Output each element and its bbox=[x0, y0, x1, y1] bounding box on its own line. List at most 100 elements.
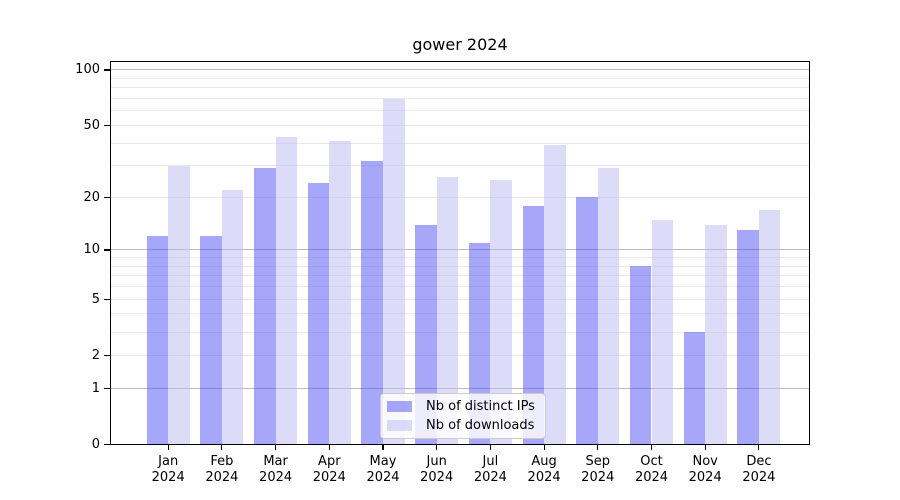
y-tick-mark bbox=[103, 298, 110, 300]
x-tick-year: 2024 bbox=[473, 470, 507, 485]
bar-jul-downloads bbox=[490, 180, 512, 445]
bar-aug-distinct-ips bbox=[522, 205, 545, 445]
x-tick-year: 2024 bbox=[151, 470, 185, 485]
x-tick-label: Nov 2024 bbox=[675, 454, 735, 487]
bar-oct-downloads bbox=[651, 219, 674, 445]
y-tick-mark bbox=[103, 69, 110, 71]
y-tick-mark bbox=[103, 196, 110, 199]
bar-apr-downloads bbox=[329, 141, 351, 445]
minor-gridline bbox=[110, 124, 810, 126]
bar-dec-distinct-ips bbox=[737, 230, 759, 445]
x-tick-label: May 2024 bbox=[353, 454, 413, 487]
x-tick-month: Jul bbox=[482, 453, 499, 469]
y-tick-mark bbox=[103, 354, 110, 356]
x-tick-month: Sep bbox=[585, 453, 611, 469]
minor-gridline bbox=[110, 196, 810, 198]
x-tick-label: Sep 2024 bbox=[568, 454, 628, 487]
bar-apr-distinct-ips bbox=[307, 183, 330, 445]
x-tick-year: 2024 bbox=[688, 470, 722, 485]
bar-oct-distinct-ips bbox=[629, 266, 652, 445]
y-tick-label: 20 bbox=[83, 189, 100, 205]
bar-may-downloads bbox=[383, 98, 405, 445]
x-tick-year: 2024 bbox=[581, 470, 615, 485]
legend-label-distinct-ips: Nb of distinct IPs bbox=[426, 399, 535, 414]
x-tick-month: Jan bbox=[158, 453, 179, 469]
x-tick-label: Jun 2024 bbox=[407, 454, 467, 487]
x-tick-month: Apr bbox=[318, 453, 341, 469]
x-tick-mark bbox=[221, 444, 223, 450]
legend-swatch-downloads bbox=[387, 420, 412, 431]
x-tick-mark bbox=[436, 444, 438, 450]
minor-gridline bbox=[110, 265, 810, 267]
x-tick-label: Oct 2024 bbox=[622, 454, 682, 487]
x-tick-month: May bbox=[369, 453, 397, 469]
x-tick-label: Aug 2024 bbox=[514, 454, 574, 487]
y-tick-label: 2 bbox=[91, 347, 100, 363]
y-tick-mark bbox=[103, 387, 110, 389]
minor-gridline bbox=[110, 275, 810, 277]
x-tick-month: Dec bbox=[746, 453, 772, 469]
x-tick-year: 2024 bbox=[259, 470, 293, 485]
minor-gridline bbox=[110, 298, 810, 300]
minor-gridline bbox=[110, 257, 810, 259]
y-tick-label: 0 bbox=[91, 437, 100, 452]
bar-nov-downloads bbox=[705, 224, 727, 445]
x-tick-mark bbox=[489, 444, 491, 450]
y-tick-label: 100 bbox=[75, 62, 100, 78]
x-tick-year: 2024 bbox=[205, 470, 239, 485]
bar-feb-downloads bbox=[221, 190, 244, 445]
minor-gridline bbox=[110, 313, 810, 315]
x-tick-label: Feb 2024 bbox=[192, 454, 252, 487]
minor-gridline bbox=[110, 354, 810, 356]
x-tick-year: 2024 bbox=[312, 470, 346, 485]
x-tick-month: Feb bbox=[210, 453, 234, 469]
bar-dec-downloads bbox=[758, 209, 781, 445]
x-tick-month: Oct bbox=[640, 453, 663, 469]
y-tick-label: 5 bbox=[91, 291, 100, 307]
major-gridline bbox=[110, 249, 810, 251]
bar-jun-downloads bbox=[436, 177, 459, 445]
bar-jun-distinct-ips bbox=[415, 224, 437, 445]
y-tick-label: 1 bbox=[91, 380, 100, 396]
x-tick-label: Jan 2024 bbox=[138, 454, 198, 487]
minor-gridline bbox=[110, 331, 810, 333]
bar-may-distinct-ips bbox=[361, 160, 383, 445]
x-tick-mark bbox=[275, 444, 277, 450]
x-tick-mark bbox=[704, 444, 706, 450]
minor-gridline bbox=[110, 286, 810, 288]
legend-swatch-distinct-ips bbox=[387, 401, 412, 412]
chart-title: gower 2024 bbox=[412, 35, 508, 54]
y-tick-label: 50 bbox=[83, 117, 100, 133]
x-tick-year: 2024 bbox=[366, 470, 400, 485]
x-tick-mark bbox=[382, 444, 384, 450]
y-tick-mark bbox=[103, 124, 110, 127]
minor-gridline bbox=[110, 77, 810, 79]
x-tick-year: 2024 bbox=[420, 470, 454, 485]
minor-gridline bbox=[110, 110, 810, 112]
x-tick-year: 2024 bbox=[527, 470, 561, 485]
x-tick-mark bbox=[597, 444, 599, 450]
y-tick-mark bbox=[103, 443, 110, 446]
legend-entry-downloads: Nb of downloads bbox=[387, 417, 539, 434]
minor-gridline bbox=[110, 165, 810, 167]
x-tick-mark bbox=[543, 444, 545, 450]
bar-mar-downloads bbox=[275, 137, 298, 445]
x-tick-label: Apr 2024 bbox=[299, 454, 359, 487]
major-gridline bbox=[110, 69, 810, 71]
bar-mar-distinct-ips bbox=[254, 168, 276, 445]
bar-aug-downloads bbox=[544, 145, 566, 445]
x-tick-month: Mar bbox=[263, 453, 288, 469]
bar-nov-distinct-ips bbox=[683, 332, 706, 445]
bar-jan-downloads bbox=[168, 165, 190, 445]
legend-label-downloads: Nb of downloads bbox=[426, 418, 535, 433]
x-tick-label: Mar 2024 bbox=[246, 454, 306, 487]
x-tick-month: Jun bbox=[426, 453, 447, 469]
x-tick-year: 2024 bbox=[634, 470, 669, 485]
minor-gridline bbox=[110, 87, 810, 89]
bar-feb-distinct-ips bbox=[200, 236, 222, 445]
x-tick-month: Nov bbox=[692, 453, 718, 469]
y-tick-mark bbox=[103, 249, 110, 251]
x-tick-mark bbox=[328, 444, 330, 450]
bar-jan-distinct-ips bbox=[146, 236, 169, 445]
